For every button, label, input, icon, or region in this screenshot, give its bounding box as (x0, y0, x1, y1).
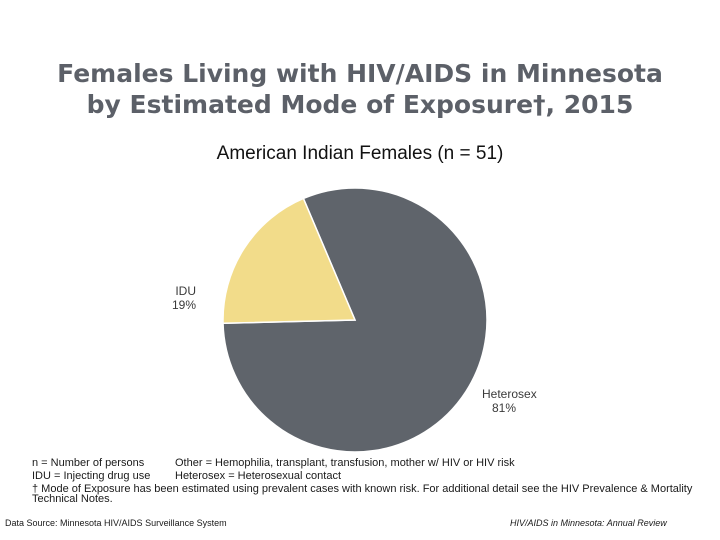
pie-label-idu-percent: 19% (172, 298, 196, 312)
page-title: Females Living with HIV/AIDS in Minnesot… (0, 58, 720, 120)
pie-label-heterosex-percent: 81% (492, 401, 516, 415)
pie-slice-heterosex (222, 187, 488, 453)
footnote-heterosex-definition: Heterosex = Heterosexual contact (175, 470, 342, 482)
page-title-line-2: by Estimated Mode of Exposure†, 2015 (86, 90, 634, 119)
data-source: Data Source: Minnesota HIV/AIDS Surveill… (5, 518, 227, 528)
chart-title: American Indian Females (n = 51) (216, 143, 504, 164)
page-title-line-1: Females Living with HIV/AIDS in Minnesot… (57, 59, 663, 88)
pie-label-heterosex-name: Heterosex (482, 387, 537, 401)
footnote-other-definition: Other = Hemophilia, transplant, transfus… (175, 457, 515, 469)
footnote-n-definition: n = Number of persons (32, 457, 145, 469)
footnote-dagger-note: † Mode of Exposure has been estimated us… (32, 483, 693, 505)
report-name: HIV/AIDS in Minnesota: Annual Review (510, 518, 667, 528)
pie-slices (222, 187, 488, 453)
pie-slice-idu (222, 197, 357, 324)
footnote-idu-definition: IDU = Injecting drug use (32, 470, 151, 482)
pie-label-idu-name: IDU (175, 284, 196, 298)
footnotes: n = Number of persons Other = Hemophilia… (32, 457, 712, 505)
